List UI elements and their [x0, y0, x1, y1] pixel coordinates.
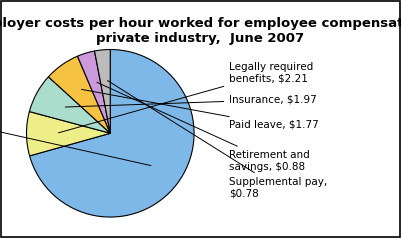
Wedge shape	[49, 56, 110, 133]
Text: Employer costs per hour worked for employee compensation,
private industry,  Jun: Employer costs per hour worked for emplo…	[0, 17, 401, 45]
Text: Retirement and
savings, $0.88: Retirement and savings, $0.88	[97, 82, 310, 172]
Wedge shape	[77, 51, 110, 133]
Wedge shape	[30, 50, 194, 217]
Wedge shape	[29, 77, 110, 133]
Text: Supplemental pay,
$0.78: Supplemental pay, $0.78	[107, 80, 328, 198]
Wedge shape	[95, 50, 110, 133]
Text: Insurance, $1.97: Insurance, $1.97	[65, 95, 317, 107]
Text: Wages and
salaries, $18.32: Wages and salaries, $18.32	[0, 107, 151, 166]
Text: Paid leave, $1.77: Paid leave, $1.77	[81, 89, 319, 130]
Text: Legally required
benefits, $2.21: Legally required benefits, $2.21	[59, 62, 314, 133]
Wedge shape	[26, 112, 110, 156]
